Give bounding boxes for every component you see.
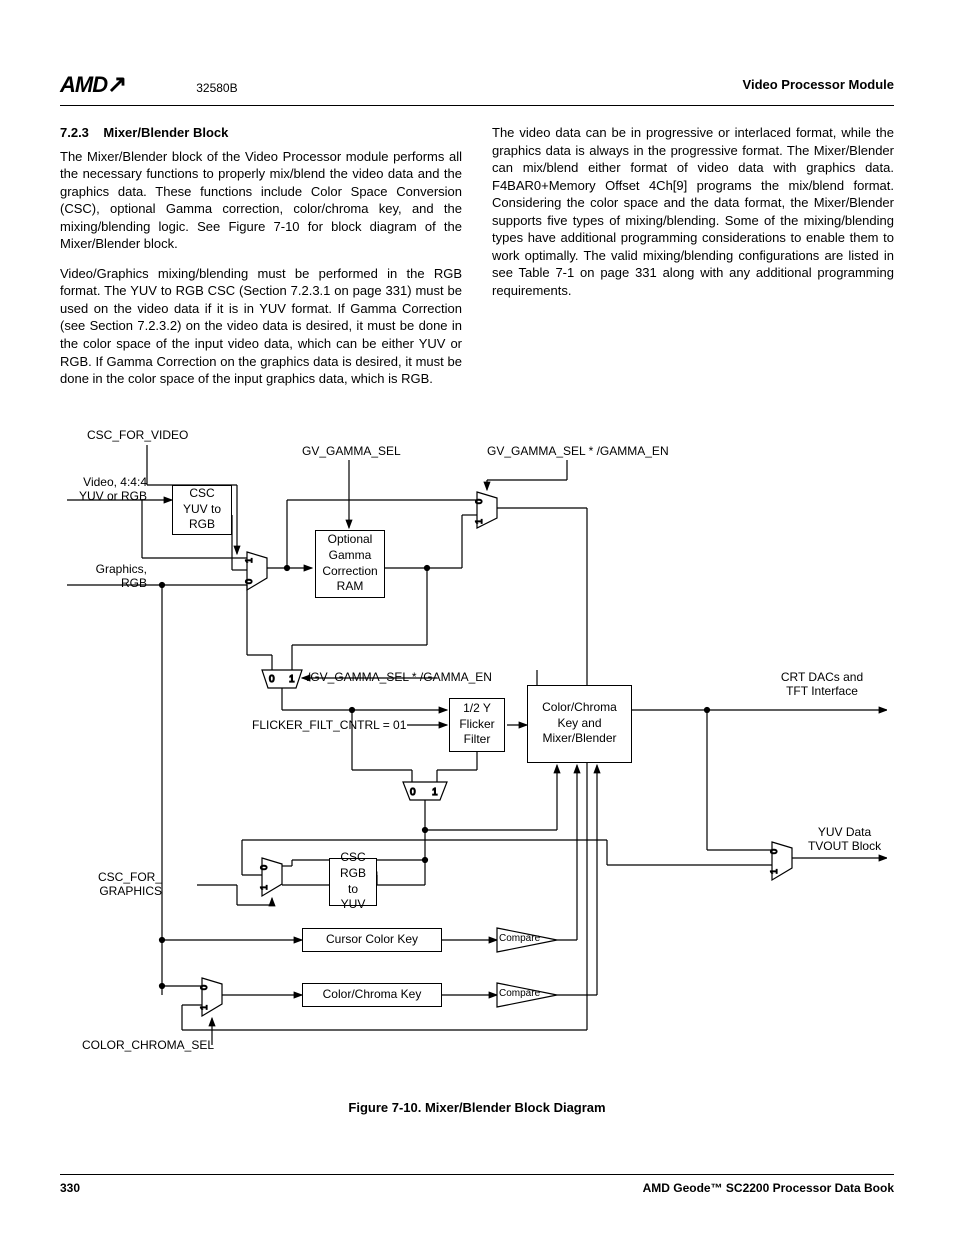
label-color-chroma-sel: COLOR_CHROMA_SEL: [82, 1038, 214, 1052]
label-compare: Compare: [499, 988, 540, 1000]
box-gamma-ram: OptionalGammaCorrectionRAM: [315, 530, 385, 598]
block-diagram: 1 0 0 1: [67, 430, 887, 1110]
header-module: Video Processor Module: [743, 77, 894, 92]
svg-text:1: 1: [769, 869, 779, 874]
box-chroma-key: Color/Chroma Key: [302, 983, 442, 1007]
svg-text:1: 1: [244, 558, 254, 563]
svg-text:1: 1: [432, 787, 438, 798]
label-crt-out: CRT DACs andTFT Interface: [767, 670, 877, 699]
label-flicker-ctrl: FLICKER_FILT_CNTRL = 01: [252, 718, 406, 732]
svg-text:0: 0: [259, 865, 269, 870]
svg-text:1: 1: [474, 519, 484, 524]
box-csc-rgb-yuv: CSCRGB toYUV: [329, 858, 377, 906]
label-csc-graphics: CSC_FOR_GRAPHICS: [62, 870, 162, 899]
box-cursor-key: Cursor Color Key: [302, 928, 442, 952]
label-compare: Compare: [499, 933, 540, 945]
section-number: 7.2.3: [60, 125, 89, 140]
svg-text:1: 1: [289, 674, 295, 685]
label-video-in: Video, 4:4:4YUV or RGB: [57, 475, 147, 504]
svg-text:0: 0: [474, 499, 484, 504]
svg-text:1: 1: [199, 1005, 209, 1010]
svg-text:0: 0: [410, 787, 416, 798]
paragraph: Video/Graphics mixing/blending must be p…: [60, 265, 462, 388]
column-left: 7.2.3 Mixer/Blender Block The Mixer/Blen…: [60, 124, 462, 400]
box-csc-yuv-rgb: CSCYUV toRGB: [172, 485, 232, 535]
section-title-text: Mixer/Blender Block: [103, 125, 228, 140]
text-columns: 7.2.3 Mixer/Blender Block The Mixer/Blen…: [60, 124, 894, 400]
figure-caption: Figure 7-10. Mixer/Blender Block Diagram: [67, 1100, 887, 1115]
label-gv-gamma-neg: /GV_GAMMA_SEL * /GAMMA_EN: [307, 670, 492, 684]
label-graphics-in: Graphics,RGB: [57, 562, 147, 591]
page-number: 330: [60, 1181, 80, 1195]
section-heading: 7.2.3 Mixer/Blender Block: [60, 124, 462, 142]
label-yuv-out: YUV DataTVOUT Block: [797, 825, 892, 854]
box-mixer: Color/ChromaKey andMixer/Blender: [527, 685, 632, 763]
paragraph: The video data can be in progressive or …: [492, 124, 894, 299]
column-right: The video data can be in progressive or …: [492, 124, 894, 400]
label-csc-video: CSC_FOR_VIDEO: [87, 428, 188, 442]
svg-text:0: 0: [269, 674, 275, 685]
page-header: AMD↗ 32580B Video Processor Module: [60, 70, 894, 106]
doc-number: 32580B: [196, 81, 237, 95]
page-footer: 330 AMD Geode™ SC2200 Processor Data Boo…: [60, 1174, 894, 1195]
box-flicker: 1/2 YFlickerFilter: [449, 698, 505, 752]
logo: AMD↗: [60, 70, 126, 99]
svg-text:1: 1: [259, 885, 269, 890]
label-gv-gamma-en: GV_GAMMA_SEL * /GAMMA_EN: [487, 444, 669, 458]
svg-text:0: 0: [769, 849, 779, 854]
label-gv-gamma: GV_GAMMA_SEL: [302, 444, 401, 458]
paragraph: The Mixer/Blender block of the Video Pro…: [60, 148, 462, 253]
svg-text:0: 0: [244, 579, 254, 584]
book-title: AMD Geode™ SC2200 Processor Data Book: [643, 1181, 894, 1195]
